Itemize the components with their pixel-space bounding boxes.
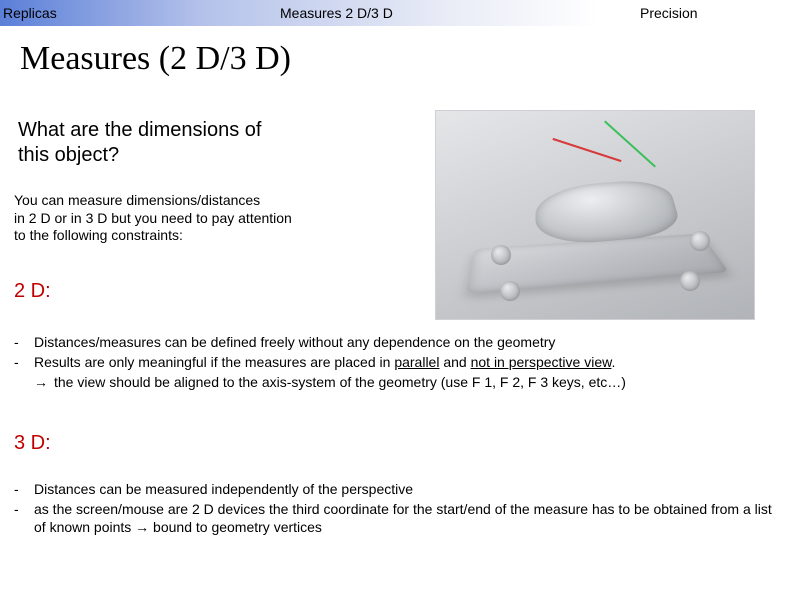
page-title: Measures (2 D/3 D) bbox=[20, 40, 291, 78]
intro-line1: You can measure dimensions/distances bbox=[14, 192, 260, 208]
emph-not-perspective: not in perspective view bbox=[471, 354, 612, 370]
arrow-icon: → bbox=[135, 519, 149, 535]
arrow-icon: → bbox=[34, 373, 54, 391]
bullet-3d-2: - as the screen/mouse are 2 D devices th… bbox=[14, 500, 774, 536]
cad-bolt-boss bbox=[491, 245, 511, 265]
tab-precision[interactable]: Precision bbox=[640, 5, 698, 21]
cad-dimension-green bbox=[604, 121, 656, 168]
cad-render bbox=[435, 110, 755, 320]
bullet-2d-arrow-text: the view should be aligned to the axis-s… bbox=[54, 373, 774, 391]
bullets-2d: - Distances/measures can be defined free… bbox=[14, 333, 774, 392]
tab-measures[interactable]: Measures 2 D/3 D bbox=[280, 5, 393, 21]
dash-icon: - bbox=[14, 480, 34, 498]
bullet-2d-arrow: → the view should be aligned to the axis… bbox=[14, 373, 774, 391]
subtitle-line2: this object? bbox=[18, 144, 119, 166]
bullet-3d-2-text: as the screen/mouse are 2 D devices the … bbox=[34, 500, 774, 536]
cad-bolt-boss bbox=[500, 281, 520, 301]
subtitle-line1: What are the dimensions of bbox=[18, 119, 261, 141]
bullet-3d-2-tail: bound to geometry vertices bbox=[149, 519, 322, 535]
tab-replicas[interactable]: Replicas bbox=[3, 5, 57, 21]
bullet-2d-2-text: Results are only meaningful if the measu… bbox=[34, 353, 774, 371]
bullet-2d-1: - Distances/measures can be defined free… bbox=[14, 333, 774, 351]
cad-bolt-boss bbox=[690, 231, 710, 251]
intro-line3: to the following constraints: bbox=[14, 227, 183, 243]
cad-dimension-red bbox=[552, 138, 621, 162]
bullet-2d-1-text: Distances/measures can be defined freely… bbox=[34, 333, 774, 351]
subtitle: What are the dimensions of this object? bbox=[18, 118, 318, 168]
bullets-3d: - Distances can be measured independentl… bbox=[14, 480, 774, 539]
dash-icon: - bbox=[14, 333, 34, 351]
emph-parallel: parallel bbox=[394, 354, 439, 370]
bullet-2d-2: - Results are only meaningful if the mea… bbox=[14, 353, 774, 371]
intro-line2: in 2 D or in 3 D but you need to pay att… bbox=[14, 210, 292, 226]
intro-paragraph: You can measure dimensions/distances in … bbox=[14, 192, 394, 245]
header-tabs: Replicas Measures 2 D/3 D Precision bbox=[0, 0, 799, 26]
dash-icon: - bbox=[14, 500, 34, 536]
bullet-3d-1-text: Distances can be measured independently … bbox=[34, 480, 774, 498]
bullet-3d-1: - Distances can be measured independentl… bbox=[14, 480, 774, 498]
cad-bolt-boss bbox=[680, 271, 700, 291]
section-label-3d: 3 D: bbox=[14, 432, 51, 455]
dash-icon: - bbox=[14, 353, 34, 371]
section-label-2d: 2 D: bbox=[14, 280, 51, 303]
